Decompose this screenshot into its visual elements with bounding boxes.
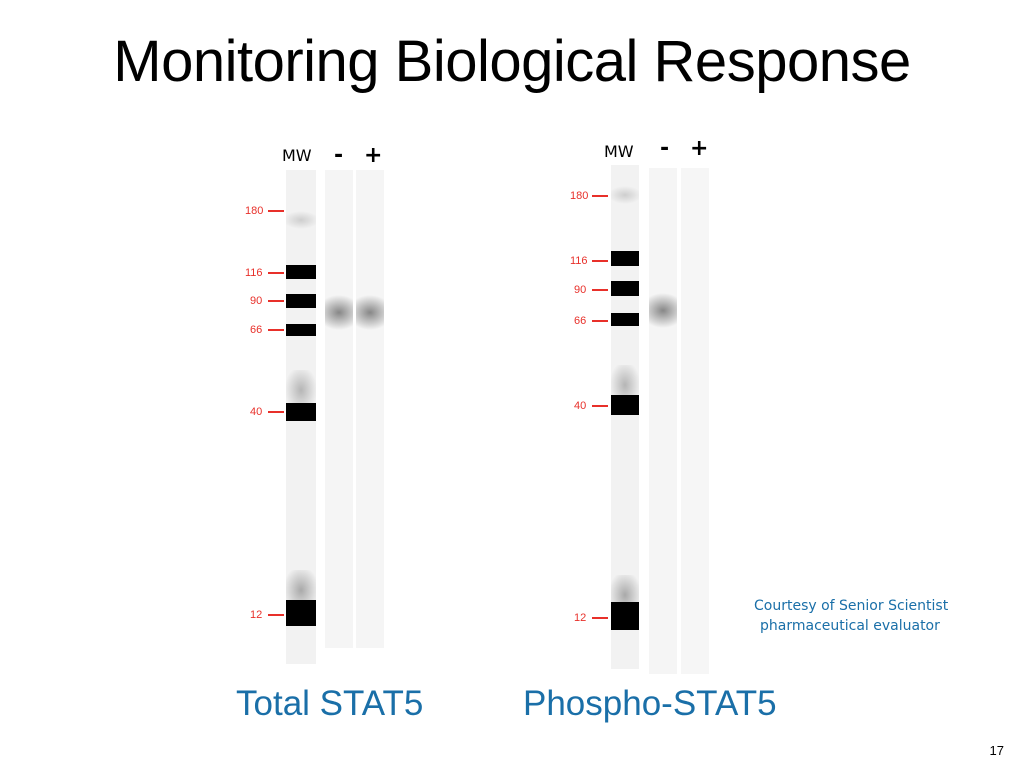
marker-label: 180 [570,190,589,202]
marker-tick [268,272,284,274]
marker-label: 116 [245,267,263,279]
marker-label: 90 [574,284,587,296]
minus-header: - [660,136,670,161]
credit-line-1: Courtesy of Senior Scientist [754,598,949,614]
mw-header: MW [282,146,312,165]
marker-tick [592,617,608,619]
marker-label: 180 [245,205,264,217]
marker-label: 12 [574,612,587,624]
marker-tick [592,405,608,407]
marker-tick [592,195,608,197]
mw-ladder-lane [286,170,316,664]
mw-ladder-lane [611,165,639,669]
marker-label: 12 [250,609,263,621]
minus-lane [325,170,353,648]
slide-title: Monitoring Biological Response [113,29,911,94]
minus-header: - [334,143,344,168]
marker-tick [268,300,284,302]
total-stat5-caption: Total STAT5 [236,684,424,723]
plus-header: + [690,136,709,161]
marker-tick [268,210,284,212]
plus-lane [681,168,709,674]
credit-line-2: pharmaceutical evaluator [760,618,940,634]
marker-tick [592,320,608,322]
marker-label: 66 [250,324,263,336]
plus-lane [356,170,384,648]
marker-tick [268,614,284,616]
mw-header: MW [604,142,634,161]
minus-lane [649,168,677,674]
marker-label: 66 [574,315,587,327]
marker-label: 40 [250,406,263,418]
marker-tick [268,329,284,331]
page-number: 17 [989,743,1004,758]
phospho-stat5-caption: Phospho-STAT5 [523,684,777,723]
marker-tick [592,260,608,262]
marker-label: 116 [570,255,588,267]
marker-tick [268,411,284,413]
marker-label: 40 [574,400,587,412]
plus-header: + [364,143,383,168]
marker-label: 90 [250,295,263,307]
marker-tick [592,289,608,291]
